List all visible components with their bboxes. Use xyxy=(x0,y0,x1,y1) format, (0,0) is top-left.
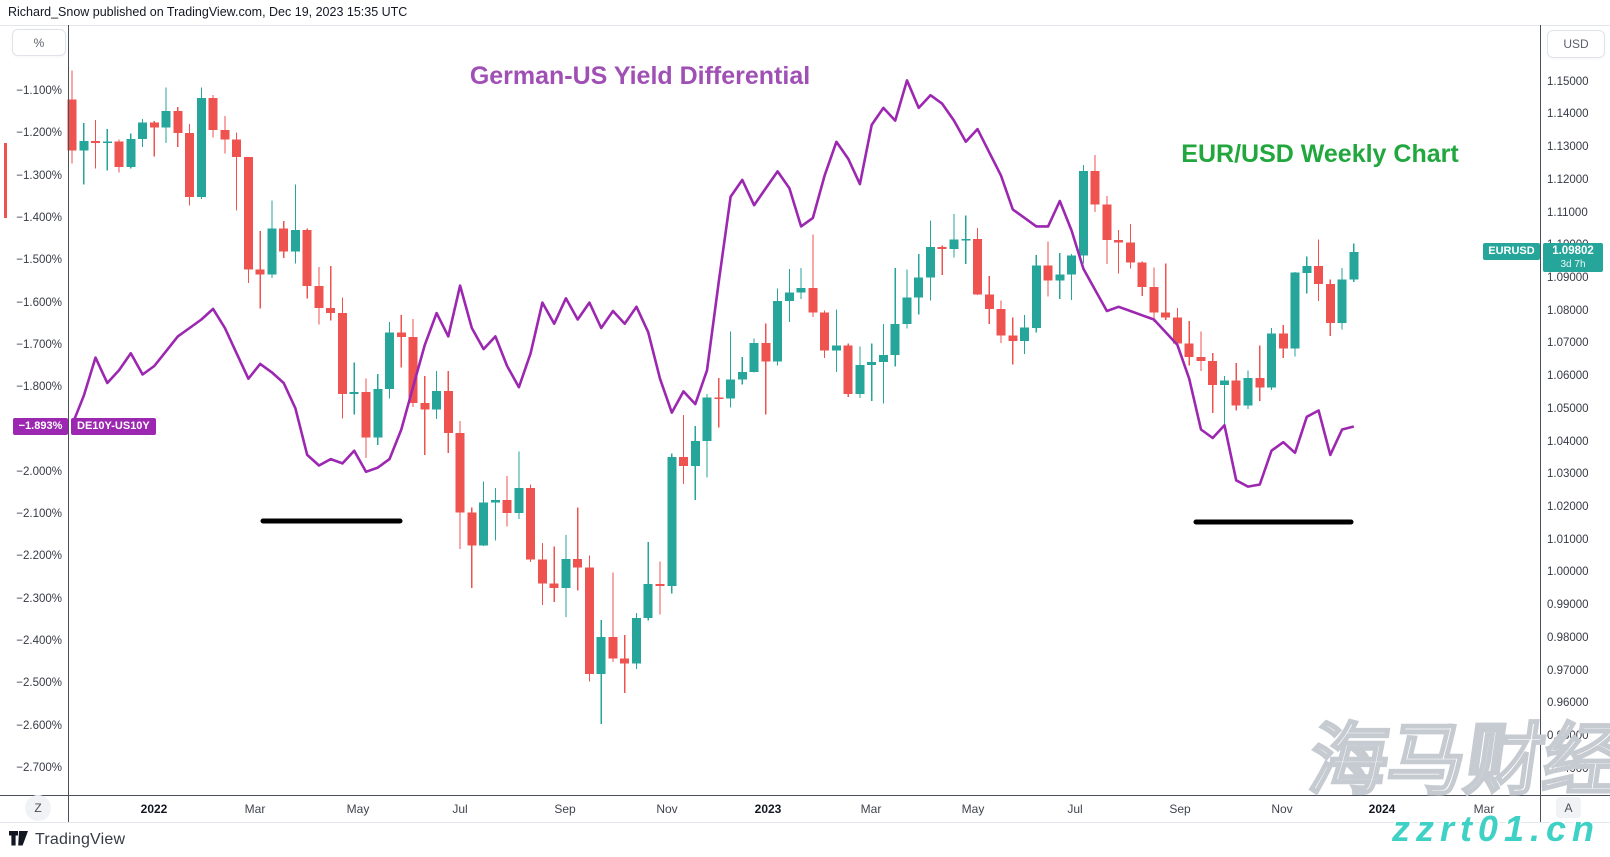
right-axis-tick: 1.03000 xyxy=(1547,468,1589,481)
eurusd-price-tag: 1.09802 3d 7h xyxy=(1543,243,1603,273)
left-axis-tick: −1.100% xyxy=(16,85,62,97)
left-axis-tick: −2.200% xyxy=(16,550,62,563)
right-axis-tick: 0.94000 xyxy=(1547,762,1589,775)
eurusd-weekly-title: EUR/USD Weekly Chart xyxy=(1181,140,1459,168)
time-axis-tick: Sep xyxy=(1169,802,1191,816)
time-axis-bottom-border xyxy=(0,822,1610,823)
time-axis-tick: Jul xyxy=(1067,802,1083,816)
left-axis-tick: −2.500% xyxy=(16,677,62,690)
usd-scale-button[interactable]: USD xyxy=(1547,30,1605,58)
timezone-button[interactable]: Z xyxy=(25,795,51,821)
right-axis-tick: 1.11000 xyxy=(1547,206,1588,219)
left-axis-tick: −2.000% xyxy=(16,465,62,478)
bar-countdown: 3d 7h xyxy=(1560,259,1586,271)
left-axis-tick: −2.100% xyxy=(16,508,62,521)
time-axis-tick: Nov xyxy=(1271,802,1293,816)
right-axis-border xyxy=(1540,25,1541,822)
tradingview-logo-icon xyxy=(9,831,28,846)
time-axis-tick: Mar xyxy=(1473,802,1495,816)
published-header: Richard_Snow published on TradingView.co… xyxy=(8,5,408,19)
time-axis-tick: Mar xyxy=(244,802,266,816)
time-axis-tick: May xyxy=(346,802,370,816)
right-axis-tick: 1.02000 xyxy=(1547,500,1589,513)
url-watermark: zzrt01.cn xyxy=(1391,808,1600,849)
eurusd-symbol-tag[interactable]: EURUSD xyxy=(1483,243,1540,261)
right-axis-tick: 1.14000 xyxy=(1547,108,1589,121)
left-axis-tick: −2.300% xyxy=(16,592,62,605)
yield-value-tag: −1.893% xyxy=(13,418,68,436)
right-axis-tick: 1.12000 xyxy=(1547,173,1589,186)
left-axis-tick: −1.500% xyxy=(16,254,62,267)
time-axis-tick: Jul xyxy=(452,802,468,816)
right-axis-tick: 1.00000 xyxy=(1547,566,1589,579)
time-axis-tick: 2022 xyxy=(140,802,168,816)
tradingview-footer[interactable]: TradingView xyxy=(8,830,125,849)
yield-differential-title: German-US Yield Differential xyxy=(469,62,811,90)
right-axis-tick: 0.95000 xyxy=(1547,729,1589,742)
left-axis-tick: −1.400% xyxy=(16,211,62,224)
right-axis-tick: 1.01000 xyxy=(1547,533,1589,546)
left-axis-tick: −2.400% xyxy=(16,635,62,648)
left-axis-tick: −1.800% xyxy=(16,381,62,394)
right-axis-tick: 0.97000 xyxy=(1547,664,1589,677)
right-axis-tick: 1.15000 xyxy=(1547,75,1589,88)
cjk-watermark: 海马财经 xyxy=(1303,715,1610,806)
right-axis-tick: 1.06000 xyxy=(1547,370,1589,383)
header-divider xyxy=(0,25,1610,26)
time-axis-tick: Nov xyxy=(656,802,678,816)
right-axis-tick: 0.96000 xyxy=(1547,697,1589,710)
right-axis-tick: 1.13000 xyxy=(1547,141,1589,154)
time-axis-border xyxy=(0,795,1610,796)
autoscale-button[interactable]: A xyxy=(1556,797,1581,818)
time-axis-tick: 2023 xyxy=(754,802,782,816)
time-axis-tick: 2024 xyxy=(1368,802,1396,816)
left-axis-tick: −1.600% xyxy=(16,296,62,309)
yield-differential-line[interactable] xyxy=(70,79,1355,488)
left-axis-tick: −1.300% xyxy=(16,169,62,182)
right-axis-tick: 1.08000 xyxy=(1547,304,1589,317)
eurusd-last-price: 1.09802 xyxy=(1552,245,1594,258)
time-axis-tick: Mar xyxy=(860,802,882,816)
candlestick-series xyxy=(67,70,1359,725)
edge-candle-sliver xyxy=(4,143,7,218)
right-axis-tick: 1.07000 xyxy=(1547,337,1589,350)
tradingview-brand-text: TradingView xyxy=(35,830,126,848)
left-axis-tick: −1.200% xyxy=(16,127,62,140)
time-axis-tick: Sep xyxy=(554,802,576,816)
right-axis-tick: 0.99000 xyxy=(1547,599,1589,612)
yield-series-tag[interactable]: DE10Y-US10Y xyxy=(71,418,156,436)
percent-scale-button[interactable]: % xyxy=(12,29,66,56)
right-axis-tick: 1.04000 xyxy=(1547,435,1589,448)
left-axis-tick: −1.700% xyxy=(16,338,62,351)
left-axis-border xyxy=(68,25,69,822)
right-axis-tick: 1.09000 xyxy=(1547,271,1589,284)
left-axis-tick: −2.700% xyxy=(16,762,62,774)
right-axis-tick: 1.05000 xyxy=(1547,402,1589,415)
time-axis-tick: May xyxy=(961,802,985,816)
right-axis-tick: 0.98000 xyxy=(1547,631,1589,644)
left-axis-tick: −2.600% xyxy=(16,719,62,732)
